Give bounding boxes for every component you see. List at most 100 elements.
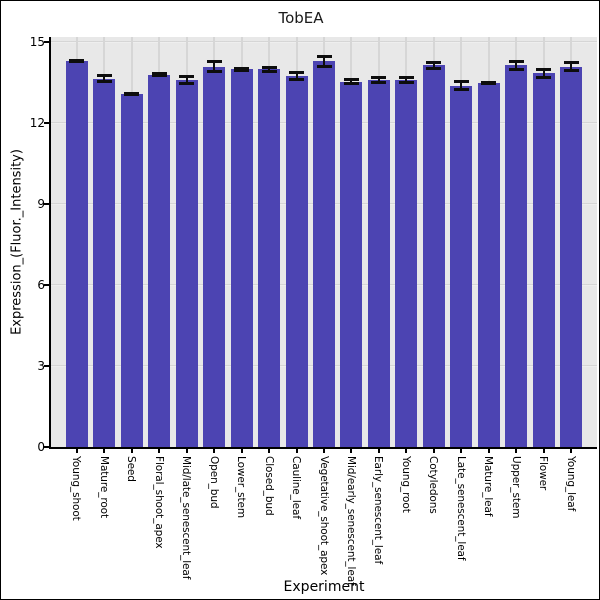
error-bar-cap-bottom [234, 69, 250, 73]
x-axis-line [49, 447, 597, 449]
x-tick-mark [158, 449, 161, 453]
x-tick-mark [130, 449, 133, 453]
error-bar [96, 74, 112, 84]
error-bar-cap-bottom [536, 75, 552, 79]
x-tick-label: Upper_stem [509, 456, 522, 519]
x-tick-label: Mature_root [97, 456, 110, 519]
error-bar [398, 76, 414, 85]
bar [422, 65, 445, 447]
x-tick-mark [570, 449, 573, 453]
x-tick-mark [487, 449, 490, 453]
y-tick-label: 0 [37, 440, 45, 454]
y-tick-mark [44, 446, 49, 448]
bar [65, 61, 88, 447]
error-bar [179, 75, 195, 85]
error-bar [536, 68, 552, 79]
bar [477, 82, 500, 447]
error-bar-cap-top [96, 74, 112, 78]
bar [230, 69, 253, 447]
x-tick-label: Closed_bud [262, 456, 275, 516]
x-tick-mark [323, 449, 325, 453]
error-bar-cap-bottom [371, 81, 387, 85]
error-bar-cap-top [343, 78, 359, 82]
x-tick-mark [405, 449, 408, 453]
x-axis-title: Experiment [283, 579, 365, 595]
error-bar-cap-top [563, 61, 579, 65]
error-bar-stem [295, 70, 298, 82]
error-bar-cap-top [234, 66, 250, 70]
error-bar [289, 70, 305, 82]
error-bar-cap-top [179, 75, 195, 79]
error-bar-stem [213, 59, 216, 74]
error-bar-cap-bottom [96, 80, 112, 84]
x-tick-label: Cauline_leaf [290, 456, 303, 519]
error-bar [69, 59, 85, 64]
error-bar-cap-bottom [398, 81, 414, 85]
x-tick-label: Young_shoot [70, 456, 83, 521]
y-axis-line [49, 37, 51, 449]
error-bar-stem [405, 76, 408, 85]
error-bar-cap-bottom [151, 74, 167, 78]
error-bar [261, 65, 277, 73]
error-bar-cap-top [289, 70, 305, 74]
x-tick-label: Seed [125, 456, 138, 482]
error-bar [508, 59, 524, 71]
x-tick-label: Mid/early_senescent_leaf [344, 456, 357, 586]
error-bar-stem [185, 75, 188, 85]
error-bar-cap-bottom [289, 78, 305, 82]
y-tick-label: 15 [29, 35, 45, 50]
x-tick-mark [377, 449, 380, 453]
bar [505, 65, 528, 447]
x-tick-mark [213, 449, 216, 453]
x-tick-label: Late_senescent_leaf [454, 456, 467, 561]
error-bar-cap-top [371, 76, 387, 80]
error-bar [426, 61, 442, 70]
error-bar-cap-top [151, 72, 167, 76]
error-bar-cap-bottom [124, 92, 140, 96]
y-tick-mark [44, 203, 49, 206]
x-tick-mark [515, 449, 518, 453]
error-bar-cap-bottom [179, 82, 195, 85]
bar [395, 80, 418, 447]
x-tick-label: Lower_stem [235, 456, 248, 518]
x-tick-mark [295, 449, 298, 453]
error-bar-cap-bottom [206, 70, 222, 74]
bar [148, 74, 171, 447]
y-tick-label: 6 [37, 278, 45, 293]
bar [258, 69, 281, 447]
x-tick-label: Mid/late_senescent_leaf [180, 456, 193, 580]
error-bar-cap-top [508, 59, 524, 63]
x-tick-label: Mature_leaf [482, 456, 495, 517]
x-tick-label: Flower [537, 456, 550, 491]
error-bar [124, 91, 140, 96]
x-tick-mark [185, 449, 188, 453]
error-bar [234, 66, 250, 73]
bar [175, 80, 198, 447]
bar [120, 93, 143, 447]
bar [93, 78, 116, 447]
x-tick-label: Floral_shoot_apex [152, 456, 165, 549]
error-bar-stem [570, 61, 573, 73]
y-tick-mark [44, 284, 49, 287]
bar [450, 85, 473, 447]
error-bar-cap-bottom [453, 87, 469, 91]
x-tick-mark [542, 449, 545, 453]
error-bar-cap-top [426, 61, 442, 64]
error-bar-cap-bottom [508, 67, 524, 71]
x-tick-mark [75, 449, 78, 453]
error-bar-stem [542, 68, 545, 79]
error-bar-stem [377, 76, 380, 85]
x-tick-label: Open_bud [207, 456, 220, 509]
error-bar [563, 61, 579, 73]
x-tick-mark [240, 449, 243, 453]
plot-area [51, 37, 597, 447]
bar [203, 66, 226, 447]
x-tick-mark [432, 449, 435, 453]
error-bar-cap-top [398, 76, 414, 80]
x-tick-label: Cotyledons [427, 456, 440, 514]
error-bar [481, 81, 497, 86]
error-bar-cap-top [206, 59, 222, 63]
bar [532, 73, 555, 447]
x-tick-mark [103, 449, 106, 453]
x-tick-label: Young_leaf [564, 456, 577, 512]
